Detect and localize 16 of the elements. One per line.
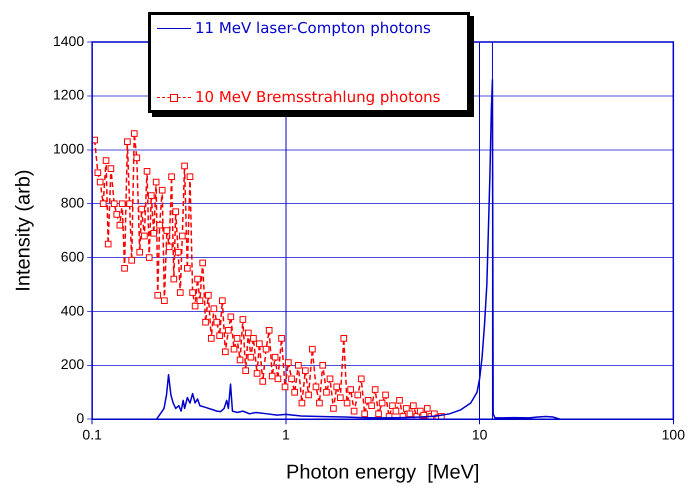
y-tick-label: 0 [76,410,84,426]
y-tick-label: 600 [60,248,84,264]
y-tick-label: 800 [60,194,84,211]
y-axis-title: Intensity (arb) [12,169,35,292]
y-tick-label: 400 [60,302,84,318]
y-tick-label: 200 [60,356,84,372]
legend-label: 10 MeV Bremsstrahlung photons [195,88,440,106]
x-tick-label: 1 [282,426,290,442]
y-tick-label: 1200 [52,86,84,103]
x-tick-label: 0.1 [82,426,102,442]
y-tick-label: 1400 [52,32,84,49]
x-axis-title: Photon energy [MeV] [286,462,480,484]
y-tick-label: 1000 [52,140,84,157]
x-tick-label: 10 [472,426,488,442]
legend-label: 11 MeV laser-Compton photons [195,19,431,37]
x-tick-label: 100 [662,426,686,442]
